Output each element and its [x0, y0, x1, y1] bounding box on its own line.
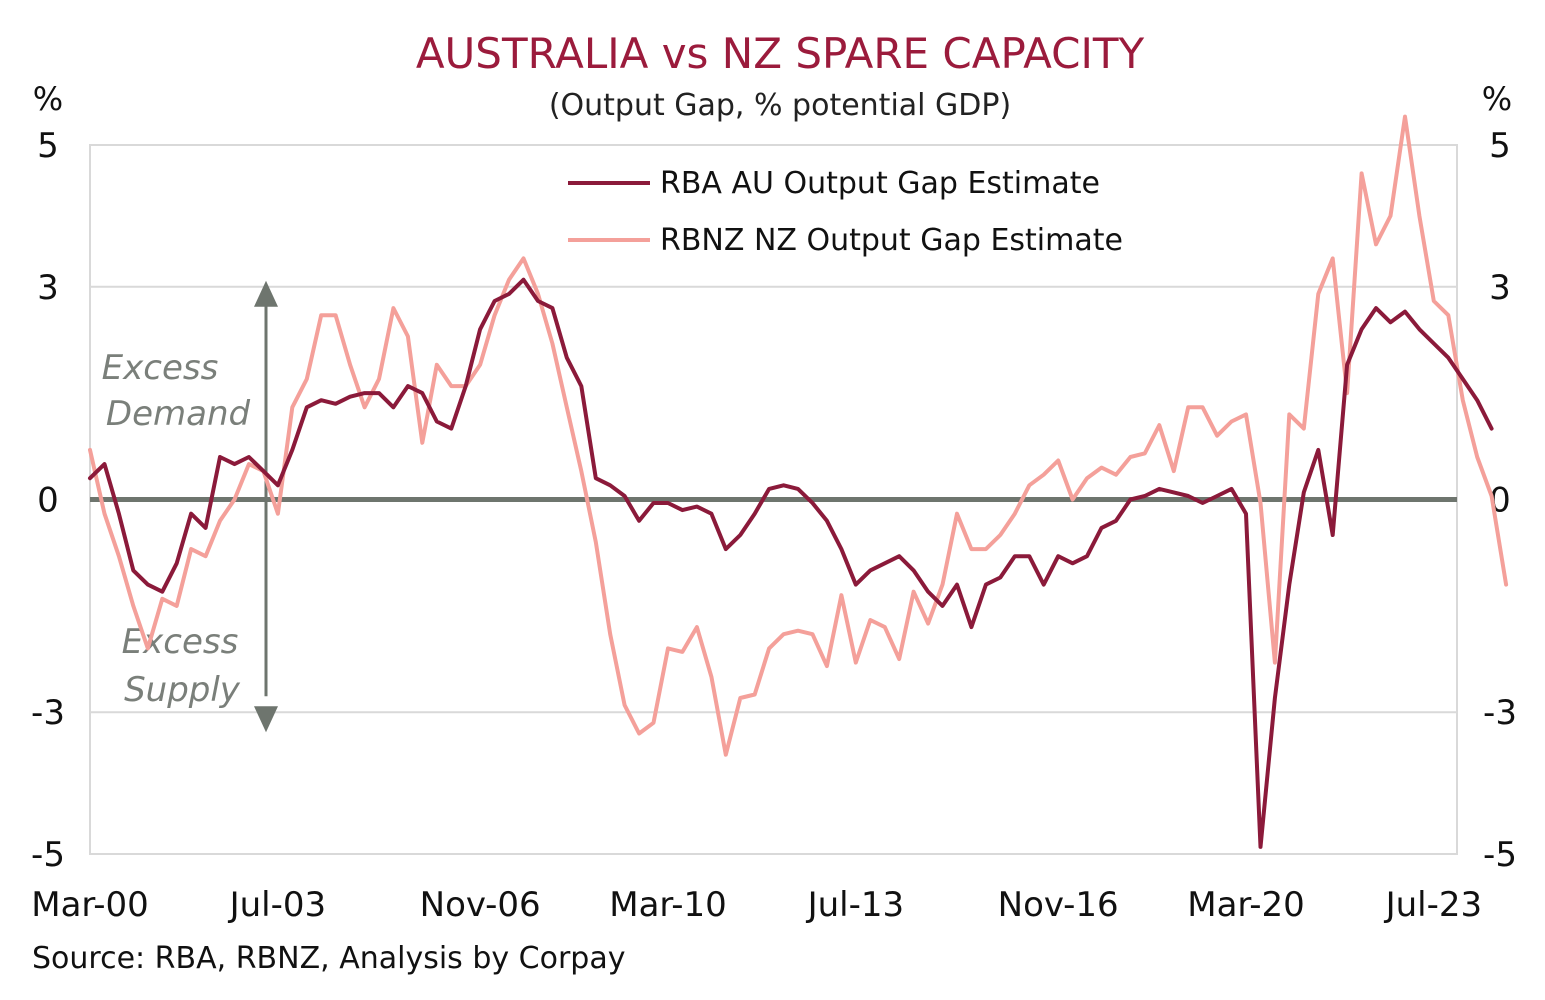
x-tick-label: Jul-03: [228, 885, 327, 925]
y-tick-label-left: 3: [37, 268, 59, 308]
excess-supply-label: Supply: [124, 670, 241, 710]
x-tick-label: Jul-13: [806, 885, 905, 925]
x-tick-label: Mar-10: [609, 885, 727, 925]
chart-subtitle: (Output Gap, % potential GDP): [549, 88, 1011, 123]
y-axis-unit-left: %: [33, 80, 63, 118]
excess-arrow-head-down: [254, 706, 278, 733]
grid-lines: [90, 285, 1457, 714]
y-tick-label-right: -5: [1483, 835, 1517, 875]
series-line-nz: [88, 114, 1509, 757]
x-tick-label: Mar-00: [31, 885, 149, 925]
source-note: Source: RBA, RBNZ, Analysis by Corpay: [32, 941, 625, 976]
y-tick-label-right: -3: [1483, 693, 1517, 733]
legend: RBA AU Output Gap Estimate RBNZ NZ Outpu…: [568, 166, 1123, 258]
y-tick-label-right: 3: [1489, 268, 1511, 308]
x-tick-label: Nov-06: [420, 885, 541, 925]
y-tick-label-left: 0: [37, 481, 59, 521]
series-lines: [88, 114, 1509, 849]
chart-title: AUSTRALIA vs NZ SPARE CAPACITY: [416, 29, 1145, 78]
excess-arrow-head-up: [254, 280, 278, 307]
y-tick-label-right: 5: [1489, 126, 1511, 166]
x-tick-label: Mar-20: [1187, 885, 1305, 925]
y-tick-label-left: 5: [37, 126, 59, 166]
legend-label-au: RBA AU Output Gap Estimate: [660, 166, 1100, 201]
series-line-au: [88, 277, 1494, 849]
excess-demand-label: Excess: [102, 348, 219, 388]
y-tick-label-left: -5: [31, 835, 65, 875]
y-tick-label-left: -3: [31, 693, 65, 733]
y-axis-unit-right: %: [1482, 80, 1512, 118]
legend-label-nz: RBNZ NZ Output Gap Estimate: [660, 223, 1123, 258]
excess-demand-label: Demand: [106, 394, 251, 434]
x-tick-label: Nov-16: [998, 885, 1119, 925]
x-tick-label: Jul-23: [1384, 885, 1483, 925]
